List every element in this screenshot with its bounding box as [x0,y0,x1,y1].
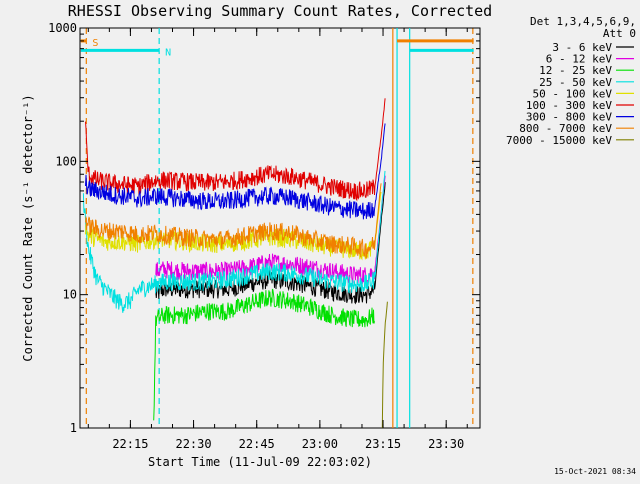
legend-header-line-2: Att 0 [603,27,636,40]
legend-label-100-300-kev: 100 - 300 keV [526,99,612,112]
legend-label-800-7000-kev: 800 - 7000 keV [519,122,612,135]
legend-label-7000-15000-kev: 7000 - 15000 keV [506,134,612,147]
series-800-7000-kev [85,183,382,260]
axis-ticks: 22:15 22:30 22:45 23:00 23:15 23:30 1 10 100 1000 [48,21,480,451]
series-300-800-kev [85,123,386,220]
legend-label-50-100-kev: 50 - 100 keV [533,87,613,100]
series-100-300-kev [85,98,386,202]
legend-label-300-800-kev: 300 - 800 keV [526,111,612,124]
legend-label-25-50-kev: 25 - 50 keV [539,76,612,89]
chart-title: RHESSI Observing Summary Count Rates, Co… [68,2,492,20]
x-tick-label-23-15: 23:15 [365,437,401,451]
series-25-50-kev [82,170,386,313]
series-50-100-kev [85,191,382,261]
x-tick-label-23-00: 23:00 [302,437,338,451]
legend-label-12-25-kev: 12 - 25 keV [539,64,612,77]
legend-header-line-1: Det 1,3,4,5,6,9, [530,15,636,28]
legend-label-3-6-kev: 3 - 6 keV [552,41,612,54]
plot-area: SN 22:15 22:30 22:45 23:00 23:15 23:301101001… [48,21,481,451]
series-12-25-kev [153,288,375,421]
x-tick-label-23-30: 23:30 [428,437,464,451]
timestamp: 15-Oct-2021 08:34 [554,467,636,476]
y-tick-label-1000: 1000 [48,21,77,35]
y-axis-label: Corrected Count Rate (s⁻¹ detector⁻¹) [21,94,35,361]
x-axis-label: Start Time (11-Jul-09 22:03:02) [148,455,372,469]
y-tick-label-100: 100 [55,154,77,168]
flag-label-s: S [92,38,98,49]
series-6-12-kev [155,175,386,285]
y-tick-label-10: 10 [63,288,77,302]
y-tick-label-1: 1 [70,421,77,435]
series-layer [82,98,388,429]
legend-label-6-12-kev: 6 - 12 keV [546,53,613,66]
series-7000-15000-kev [381,301,388,429]
x-tick-label-22-15: 22:15 [112,437,148,451]
x-tick-label-22-30: 22:30 [175,437,211,451]
flag-bars: SN [80,38,474,58]
x-tick-label-22-45: 22:45 [239,437,275,451]
flag-label-n: N [165,47,171,58]
